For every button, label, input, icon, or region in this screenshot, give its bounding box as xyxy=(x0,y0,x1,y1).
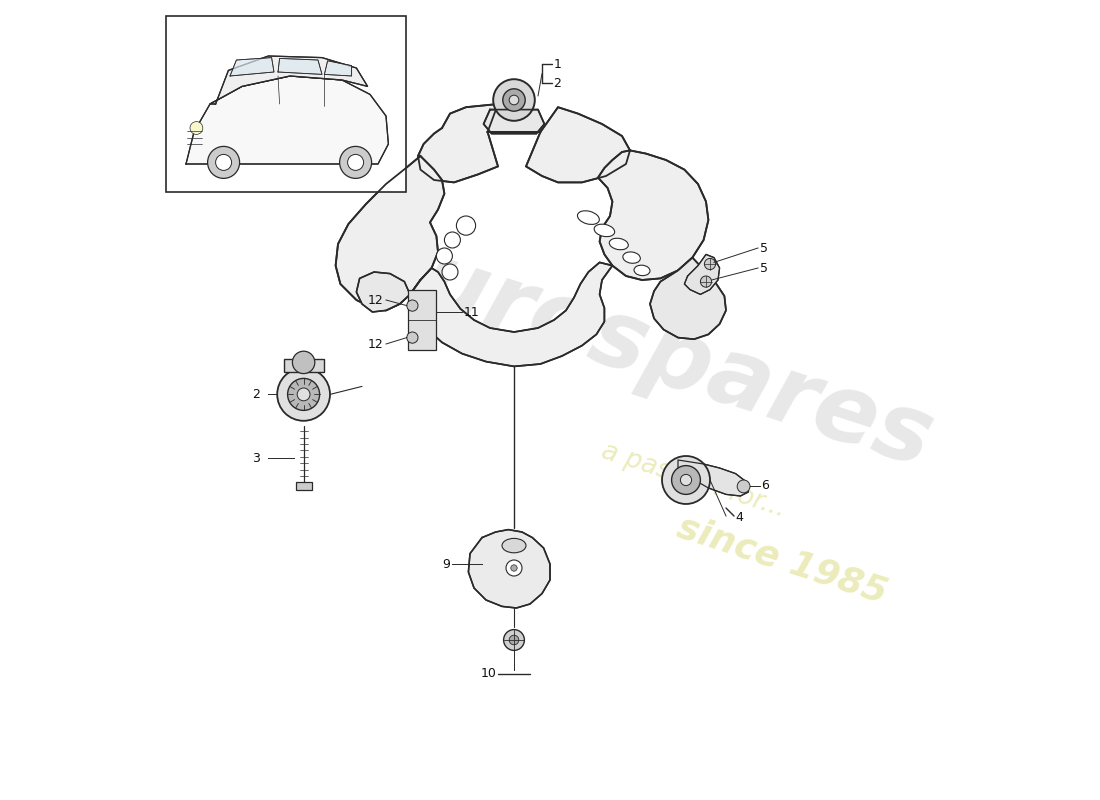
Text: 5: 5 xyxy=(760,242,769,254)
Circle shape xyxy=(216,154,232,170)
Text: 9: 9 xyxy=(442,558,450,570)
Polygon shape xyxy=(336,156,444,310)
Text: 10: 10 xyxy=(481,667,496,680)
Bar xyxy=(296,482,311,490)
Circle shape xyxy=(672,466,701,494)
Polygon shape xyxy=(356,272,410,312)
Polygon shape xyxy=(418,104,630,182)
Circle shape xyxy=(662,456,710,504)
Ellipse shape xyxy=(609,238,628,250)
Circle shape xyxy=(510,565,517,571)
Ellipse shape xyxy=(502,538,526,553)
Polygon shape xyxy=(484,110,544,134)
Circle shape xyxy=(407,300,418,311)
Text: 12: 12 xyxy=(367,294,384,306)
Circle shape xyxy=(437,248,452,264)
Bar xyxy=(166,16,406,192)
Text: 2: 2 xyxy=(253,388,261,401)
Ellipse shape xyxy=(594,224,615,237)
Circle shape xyxy=(348,154,364,170)
Circle shape xyxy=(407,332,418,343)
Circle shape xyxy=(444,232,461,248)
Polygon shape xyxy=(650,258,726,339)
Circle shape xyxy=(504,630,525,650)
Circle shape xyxy=(208,146,240,178)
Polygon shape xyxy=(684,254,719,294)
Text: 5: 5 xyxy=(760,262,769,274)
Text: 6: 6 xyxy=(761,479,769,492)
Bar xyxy=(284,359,323,372)
Text: 3: 3 xyxy=(253,452,261,465)
Text: 1: 1 xyxy=(553,58,561,70)
Circle shape xyxy=(509,635,519,645)
Circle shape xyxy=(503,89,525,111)
Circle shape xyxy=(190,122,202,134)
Circle shape xyxy=(297,388,310,401)
Polygon shape xyxy=(186,76,388,164)
Polygon shape xyxy=(230,58,274,76)
Circle shape xyxy=(701,276,712,287)
Text: since 1985: since 1985 xyxy=(673,510,891,610)
Circle shape xyxy=(737,480,750,493)
Polygon shape xyxy=(410,262,613,366)
Text: 2: 2 xyxy=(553,77,561,90)
Circle shape xyxy=(287,378,320,410)
Polygon shape xyxy=(210,56,367,104)
Ellipse shape xyxy=(578,210,600,225)
Circle shape xyxy=(442,264,458,280)
Polygon shape xyxy=(324,61,352,76)
Circle shape xyxy=(509,95,519,105)
Text: a passion for...: a passion for... xyxy=(598,438,790,522)
Text: 4: 4 xyxy=(736,511,744,524)
Polygon shape xyxy=(598,150,708,280)
Bar xyxy=(408,290,437,350)
Circle shape xyxy=(456,216,475,235)
Ellipse shape xyxy=(623,252,640,263)
Ellipse shape xyxy=(634,265,650,276)
Text: eurospares: eurospares xyxy=(348,216,944,488)
Circle shape xyxy=(681,474,692,486)
Circle shape xyxy=(506,560,522,576)
Circle shape xyxy=(293,351,315,374)
Polygon shape xyxy=(469,530,550,608)
Polygon shape xyxy=(678,460,748,496)
Polygon shape xyxy=(278,58,322,74)
Text: 11: 11 xyxy=(463,306,480,318)
Text: 12: 12 xyxy=(367,338,384,350)
Circle shape xyxy=(340,146,372,178)
Circle shape xyxy=(493,79,535,121)
Circle shape xyxy=(704,258,716,270)
Circle shape xyxy=(277,368,330,421)
